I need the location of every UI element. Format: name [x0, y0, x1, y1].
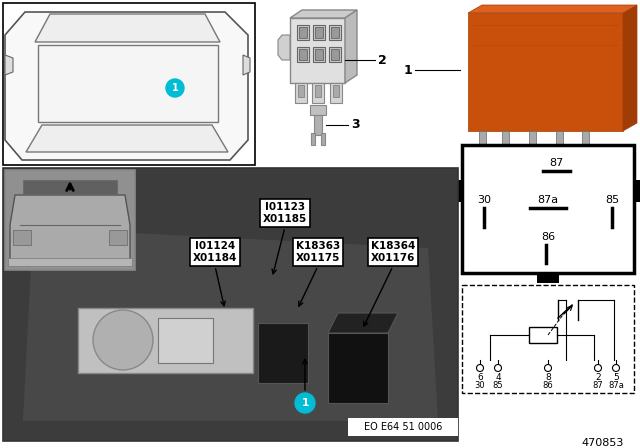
- Circle shape: [93, 310, 153, 370]
- Circle shape: [545, 365, 552, 371]
- Bar: [78, 308, 253, 373]
- Bar: [311, 133, 315, 145]
- Bar: [313, 47, 325, 62]
- Text: 87: 87: [593, 382, 604, 391]
- Text: I01124
X01184: I01124 X01184: [193, 241, 237, 263]
- Text: 86: 86: [541, 232, 555, 242]
- Bar: [331, 27, 339, 38]
- Bar: [315, 27, 323, 38]
- Text: 1: 1: [301, 398, 308, 408]
- Bar: [537, 273, 559, 283]
- Bar: [462, 285, 634, 393]
- Polygon shape: [5, 12, 248, 160]
- Bar: [556, 131, 563, 149]
- Text: 87a: 87a: [608, 382, 624, 391]
- Text: 85: 85: [605, 195, 619, 205]
- Polygon shape: [35, 14, 220, 42]
- Circle shape: [595, 365, 602, 371]
- Bar: [328, 333, 388, 403]
- Circle shape: [295, 393, 315, 413]
- Text: 6: 6: [477, 372, 483, 382]
- Polygon shape: [468, 5, 637, 13]
- Text: 4: 4: [495, 372, 501, 382]
- Polygon shape: [38, 45, 218, 122]
- Circle shape: [495, 365, 502, 371]
- Bar: [348, 418, 458, 436]
- Bar: [329, 25, 341, 40]
- Bar: [290, 18, 345, 83]
- Bar: [312, 83, 324, 103]
- Text: 86: 86: [543, 382, 554, 391]
- Bar: [5, 170, 135, 270]
- Bar: [582, 131, 589, 149]
- Polygon shape: [328, 313, 398, 333]
- Bar: [452, 180, 462, 202]
- Polygon shape: [623, 5, 637, 131]
- Bar: [299, 49, 307, 60]
- Text: 85: 85: [493, 382, 503, 391]
- Polygon shape: [5, 55, 13, 75]
- Text: 1: 1: [172, 83, 179, 93]
- Text: EO E64 51 0006: EO E64 51 0006: [364, 422, 442, 432]
- Polygon shape: [23, 228, 438, 421]
- Bar: [321, 133, 325, 145]
- Text: 87a: 87a: [538, 195, 559, 205]
- Bar: [330, 83, 342, 103]
- Bar: [299, 27, 307, 38]
- Bar: [314, 115, 322, 135]
- Bar: [297, 25, 309, 40]
- Text: 3: 3: [351, 119, 360, 132]
- Text: I01123
X01185: I01123 X01185: [263, 202, 307, 224]
- Polygon shape: [26, 125, 228, 152]
- Bar: [333, 85, 339, 97]
- Bar: [529, 131, 536, 149]
- Text: 8: 8: [545, 372, 551, 382]
- Bar: [468, 13, 623, 131]
- Bar: [109, 230, 127, 245]
- Polygon shape: [10, 195, 130, 262]
- Bar: [258, 323, 308, 383]
- Text: 87: 87: [549, 158, 563, 168]
- Bar: [313, 25, 325, 40]
- Bar: [479, 131, 486, 149]
- Text: K18364
X01176: K18364 X01176: [371, 241, 415, 263]
- Bar: [502, 131, 509, 149]
- Bar: [462, 145, 634, 273]
- Polygon shape: [278, 35, 290, 60]
- Circle shape: [612, 365, 620, 371]
- Text: 30: 30: [477, 195, 491, 205]
- Circle shape: [477, 365, 483, 371]
- Text: 5: 5: [613, 372, 619, 382]
- Polygon shape: [290, 10, 357, 18]
- Bar: [13, 230, 31, 245]
- Bar: [8, 258, 132, 266]
- Bar: [329, 47, 341, 62]
- Bar: [297, 47, 309, 62]
- Bar: [634, 180, 640, 202]
- Bar: [529, 327, 557, 343]
- Polygon shape: [345, 10, 357, 83]
- Text: 470853: 470853: [582, 438, 624, 448]
- Text: 2: 2: [595, 372, 601, 382]
- Text: 2: 2: [378, 53, 387, 66]
- Text: 30: 30: [475, 382, 485, 391]
- Bar: [3, 168, 458, 441]
- Bar: [295, 83, 307, 103]
- Polygon shape: [243, 55, 250, 75]
- Bar: [23, 180, 117, 194]
- Bar: [298, 85, 304, 97]
- Bar: [315, 49, 323, 60]
- Bar: [158, 318, 213, 363]
- Bar: [315, 85, 321, 97]
- Bar: [3, 3, 255, 165]
- Circle shape: [166, 79, 184, 97]
- Bar: [331, 49, 339, 60]
- Text: K18363
X01175: K18363 X01175: [296, 241, 340, 263]
- Text: 1: 1: [403, 64, 412, 77]
- Bar: [310, 105, 326, 115]
